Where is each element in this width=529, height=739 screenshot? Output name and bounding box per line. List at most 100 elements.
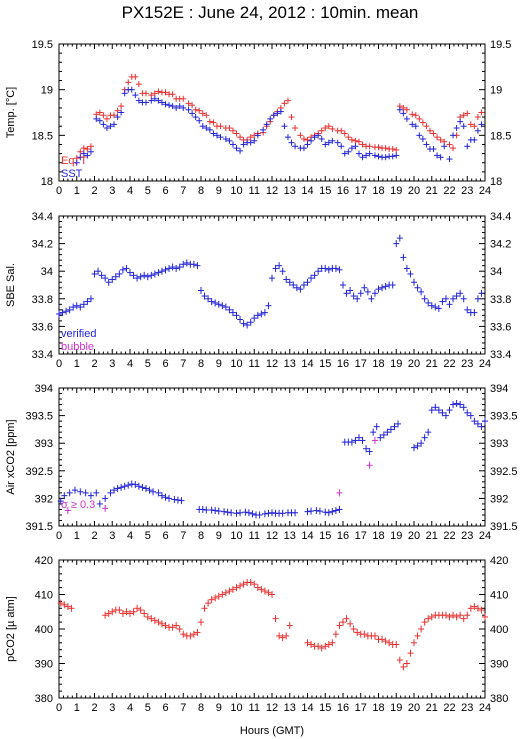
x-tick-label: 7 — [180, 358, 186, 370]
x-tick-label: 15 — [319, 702, 331, 714]
x-tick-label: 18 — [372, 185, 384, 197]
x-tick-label: 22 — [443, 530, 455, 542]
x-tick-label: 24 — [479, 185, 491, 197]
legend-entry: verified — [61, 328, 96, 340]
y-tick-label-left: 34 — [41, 266, 53, 278]
x-tick-label: 22 — [443, 702, 455, 714]
series-2 — [64, 436, 378, 515]
y-tick-label-right: 400 — [490, 624, 508, 636]
x-tick-label: 6 — [162, 185, 168, 197]
x-tick-label: 4 — [127, 185, 133, 197]
x-tick-label: 5 — [145, 702, 151, 714]
legend-entry: bubble — [61, 341, 94, 353]
x-tick-label: 10 — [230, 702, 242, 714]
chart-title: PX152E : June 24, 2012 : 10min. mean — [122, 3, 419, 22]
y-tick-label-left: 393 — [35, 438, 53, 450]
y-tick-label-right: 19 — [490, 85, 502, 97]
panel-4: 0 1 2 3 4 5 6 7 8 9 10 11 12 13 14 15 16 17 18 19 20 21 22 23 24… — [5, 555, 508, 714]
y-tick-label-right: 392.5 — [490, 466, 518, 478]
y-tick-label-left: 34.4 — [32, 211, 53, 223]
x-tick-label: 21 — [426, 185, 438, 197]
y-tick-label-right: 34.2 — [490, 239, 511, 251]
x-tick-label: 20 — [408, 185, 420, 197]
x-tick-label: 12 — [266, 530, 278, 542]
series-2 — [73, 86, 485, 166]
y-tick-label-left: 391.5 — [25, 521, 53, 533]
x-tick-label: 16 — [337, 358, 349, 370]
y-axis-label: Temp. [°C] — [5, 87, 17, 138]
panel-2: 0 1 2 3 4 5 6 7 8 9 10 11 12 13 14 15 16 17 18 19 20 21 22 23 24… — [5, 211, 511, 370]
x-tick-label: 15 — [319, 185, 331, 197]
x-tick-label: 24 — [479, 530, 491, 542]
x-tick-label: 3 — [109, 185, 115, 197]
series-1 — [57, 399, 488, 519]
y-axis-label: SBE Sal. — [5, 263, 17, 307]
y-tick-label-left: 390 — [35, 659, 53, 671]
x-tick-label: 13 — [284, 185, 296, 197]
y-tick-label-left: 18.5 — [32, 130, 53, 142]
x-tick-label: 13 — [284, 530, 296, 542]
x-tick-label: 19 — [390, 702, 402, 714]
x-tick-label: 0 — [56, 702, 62, 714]
x-tick-label: 1 — [74, 702, 80, 714]
x-tick-label: 19 — [390, 185, 402, 197]
x-tick-label: 0 — [56, 185, 62, 197]
plot-frame — [58, 387, 486, 527]
y-tick-label-right: 420 — [490, 555, 508, 567]
x-tick-label: 4 — [127, 530, 133, 542]
x-tick-label: 2 — [91, 358, 97, 370]
y-tick-label-right: 18 — [490, 176, 502, 188]
x-tick-label: 7 — [180, 530, 186, 542]
x-tick-label: 8 — [198, 702, 204, 714]
x-tick-label: 8 — [198, 358, 204, 370]
series-1 — [56, 234, 485, 329]
x-tick-label: 10 — [230, 185, 242, 197]
x-tick-label: 3 — [109, 702, 115, 714]
y-axis-label: pCO2 [µ atm] — [5, 596, 17, 662]
x-tick-label: 1 — [74, 185, 80, 197]
x-tick-label: 4 — [127, 702, 133, 714]
x-tick-label: 19 — [390, 358, 402, 370]
x-tick-label: 23 — [461, 358, 473, 370]
y-tick-label-right: 394 — [490, 383, 508, 395]
x-tick-label: 4 — [127, 358, 133, 370]
x-tick-label: 18 — [372, 702, 384, 714]
x-tick-label: 9 — [216, 358, 222, 370]
x-tick-label: 22 — [443, 185, 455, 197]
y-tick-label-right: 390 — [490, 659, 508, 671]
x-tick-label: 14 — [301, 185, 313, 197]
x-tick-label: 21 — [426, 702, 438, 714]
annotation-sigma: σ ≥ 0.3 — [61, 499, 95, 511]
x-tick-label: 3 — [109, 358, 115, 370]
y-tick-label-right: 19.5 — [490, 39, 511, 51]
x-tick-label: 18 — [372, 358, 384, 370]
y-tick-label-left: 33.6 — [32, 321, 53, 333]
x-tick-label: 11 — [249, 702, 260, 714]
y-tick-label-right: 393.5 — [490, 411, 518, 423]
x-tick-label: 8 — [198, 185, 204, 197]
y-tick-label-right: 380 — [490, 693, 508, 705]
x-tick-label: 11 — [249, 530, 260, 542]
x-tick-label: 2 — [91, 702, 97, 714]
y-tick-label-left: 18 — [41, 176, 53, 188]
x-tick-label: 6 — [162, 530, 168, 542]
y-tick-label-right: 410 — [490, 590, 508, 602]
series-1 — [57, 578, 488, 671]
x-tick-label: 15 — [319, 358, 331, 370]
x-tick-label: 16 — [337, 702, 349, 714]
x-tick-label: 17 — [355, 185, 367, 197]
y-tick-label-left: 19 — [41, 85, 53, 97]
x-tick-label: 0 — [56, 530, 62, 542]
x-tick-label: 5 — [145, 530, 151, 542]
x-tick-label: 23 — [461, 702, 473, 714]
y-tick-label-right: 34 — [490, 266, 502, 278]
x-tick-label: 12 — [266, 702, 278, 714]
x-tick-label: 11 — [249, 358, 260, 370]
y-tick-label-left: 34.2 — [32, 239, 53, 251]
x-tick-label: 14 — [301, 702, 313, 714]
x-tick-label: 2 — [91, 185, 97, 197]
panel-1: 0 1 2 3 4 5 6 7 8 9 10 11 12 13 14 15 16 17 18 19 20 21 22 23 24… — [5, 39, 511, 197]
legend-entry: SST — [61, 168, 83, 180]
x-tick-label: 13 — [284, 702, 296, 714]
panels: 0 1 2 3 4 5 6 7 8 9 10 11 12 13 14 15 16 17 18 19 20 21 22 23 24… — [5, 39, 518, 714]
